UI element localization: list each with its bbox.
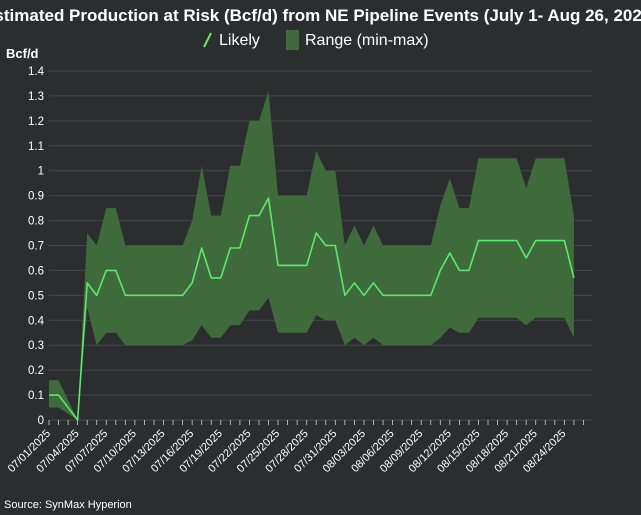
y-tick-label: 1.3 — [28, 91, 44, 103]
y-tick-label: 0.7 — [28, 241, 44, 253]
y-axis-label: Bcf/d — [6, 46, 39, 61]
y-tick-label: 0.1 — [28, 390, 44, 402]
y-tick-label: 0.5 — [28, 290, 44, 302]
x-tick-labels: 07/01/202507/04/202507/07/202507/10/2025… — [6, 420, 584, 475]
y-tick-labels: 0 0.1 0.2 0.3 0.4 0.5 0.6 0.7 0.8 0.9 1 1.1 1.2 1.3 1.… — [28, 66, 45, 427]
y-tick-label: 1.4 — [28, 66, 45, 78]
legend-range-swatch — [286, 30, 299, 50]
y-tick-label: 0.4 — [28, 315, 45, 327]
y-tick-label: 1 — [38, 166, 44, 178]
y-tick-label: 1.2 — [28, 116, 44, 128]
chart-title: Estimated Production at Risk (Bcf/d) fro… — [0, 6, 641, 25]
y-tick-label: 0 — [38, 415, 44, 427]
legend: Likely Range (min-max) — [203, 30, 429, 50]
y-tick-label: 0.3 — [28, 340, 44, 352]
likely-line — [49, 197, 575, 421]
legend-range-label: Range (min-max) — [305, 32, 429, 49]
y-tick-label: 0.8 — [28, 216, 44, 228]
legend-likely-swatch — [203, 32, 212, 48]
y-tick-label: 0.6 — [28, 265, 44, 277]
legend-likely-label: Likely — [219, 32, 260, 49]
y-tick-label: 0.2 — [28, 365, 44, 377]
range-band — [49, 90, 574, 420]
range-band-area — [49, 90, 574, 420]
y-tick-label: 0.9 — [28, 191, 44, 203]
likely-series-line — [49, 197, 575, 421]
source-note: Source: SynMax Hyperion — [4, 499, 132, 511]
y-tick-label: 1.1 — [28, 141, 44, 153]
